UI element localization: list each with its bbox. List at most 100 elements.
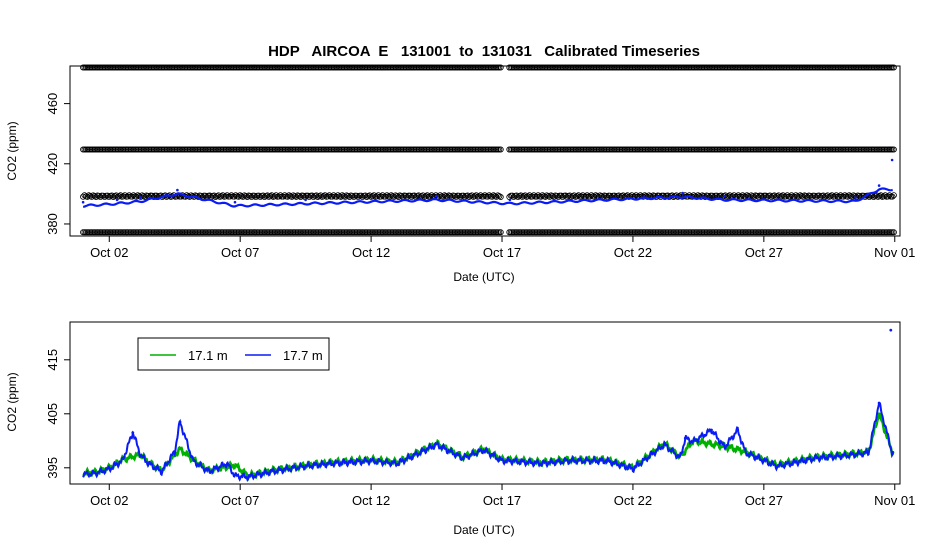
reference-circle [415,192,422,199]
top-x-axis: Oct 02 Oct 07 Oct 12 Oct 17 Oct 22 Oct 27 Nov … [90,236,915,260]
reference-circle [232,192,239,199]
reference-circle [890,192,897,199]
reference-circle [476,193,483,200]
reference-circle [382,193,389,200]
y-tick-label: 380 [45,213,60,235]
reference-circle [815,192,822,199]
reference-circle [329,193,336,200]
x-tick-label: Oct 12 [352,493,390,508]
reference-circle [342,193,349,200]
reference-circle [137,193,144,200]
reference-circle [261,193,268,200]
reference-circle [80,193,87,200]
x-tick-label: Oct 22 [614,245,652,260]
series-point [877,401,881,405]
reference-points [80,64,897,236]
reference-circle [91,193,98,200]
series-point [435,194,438,198]
reference-circle [543,192,550,199]
reference-circle [784,192,791,199]
reference-circle [726,192,733,199]
reference-circle [824,192,831,199]
top-panel: HDP AIRCOA E 131001 to 131031 Calibrated… [5,43,915,284]
reference-circle [873,192,880,199]
series-point [877,184,881,187]
legend-label-17-7m: 17.7 m [283,348,323,363]
reference-circle [424,192,431,199]
reference-circle [388,192,395,199]
reference-circle [539,192,546,199]
reference-circle [441,192,448,199]
reference-circle [782,193,789,200]
x-tick-label: Oct 17 [483,245,521,260]
series-point [304,198,307,202]
reference-circle [288,193,295,200]
reference-circle [877,192,884,199]
reference-circle [522,192,529,199]
reference-circle [813,194,820,201]
reference-circle [293,193,300,200]
series-lines [82,328,895,482]
reference-circle [427,193,434,200]
reference-circle [248,194,255,201]
reference-circle [460,192,467,199]
reference-circle [497,229,504,236]
series-point [683,436,687,440]
reference-circle [211,192,218,199]
reference-circle [530,192,537,199]
reference-circle [615,192,622,199]
chart-title: HDP AIRCOA E 131001 to 131031 Calibrated… [268,43,700,60]
reference-circle [840,193,847,200]
x-tick-label: Oct 17 [483,493,521,508]
reference-circle [493,193,500,200]
reference-circle [231,193,238,200]
reference-circle [535,192,542,199]
reference-circle [455,192,462,199]
reference-circle [797,192,804,199]
reference-circle [550,193,557,200]
reference-circle [326,192,333,199]
reference-circle [509,192,516,199]
series-point [681,191,684,195]
series-point [508,198,512,202]
x-tick-label: Nov 01 [874,245,915,260]
reference-circle [395,193,402,200]
reference-circle [310,194,317,201]
x-tick-label: Oct 27 [745,493,783,508]
x-tick-label: Oct 07 [221,493,259,508]
reference-circle [275,193,282,200]
reference-circle [317,192,324,199]
reference-circle [686,192,693,199]
reference-circle [778,193,785,200]
reference-circle [218,193,225,200]
reference-circle [106,194,113,201]
reference-circle [93,193,100,200]
reference-circle [378,193,385,200]
reference-circle [602,192,609,199]
x-tick-label: Oct 12 [352,245,390,260]
reference-circle [346,193,353,200]
reference-circle [408,194,415,201]
series-point [139,196,142,199]
reference-circle [768,193,775,200]
legend-box [137,337,330,371]
reference-circle [555,194,562,201]
reference-circle [571,192,578,199]
reference-circle [739,192,746,199]
reference-circle [578,193,585,200]
reference-circle [309,192,316,199]
reference-circle [314,193,321,200]
reference-circle [588,192,595,199]
reference-circle [468,192,475,199]
reference-circle [489,193,496,200]
reference-circle [558,192,565,199]
bottom-x-axis: Oct 02 Oct 07 Oct 12 Oct 17 Oct 22 Oct 27 Nov … [90,484,915,508]
reference-circle [886,192,893,199]
reference-circle [252,194,259,201]
reference-circle [486,192,493,199]
reference-circle [130,192,137,199]
series-line [82,187,893,208]
reference-circle [526,192,533,199]
x-tick-label: Oct 07 [221,245,259,260]
reference-circle [419,192,426,199]
